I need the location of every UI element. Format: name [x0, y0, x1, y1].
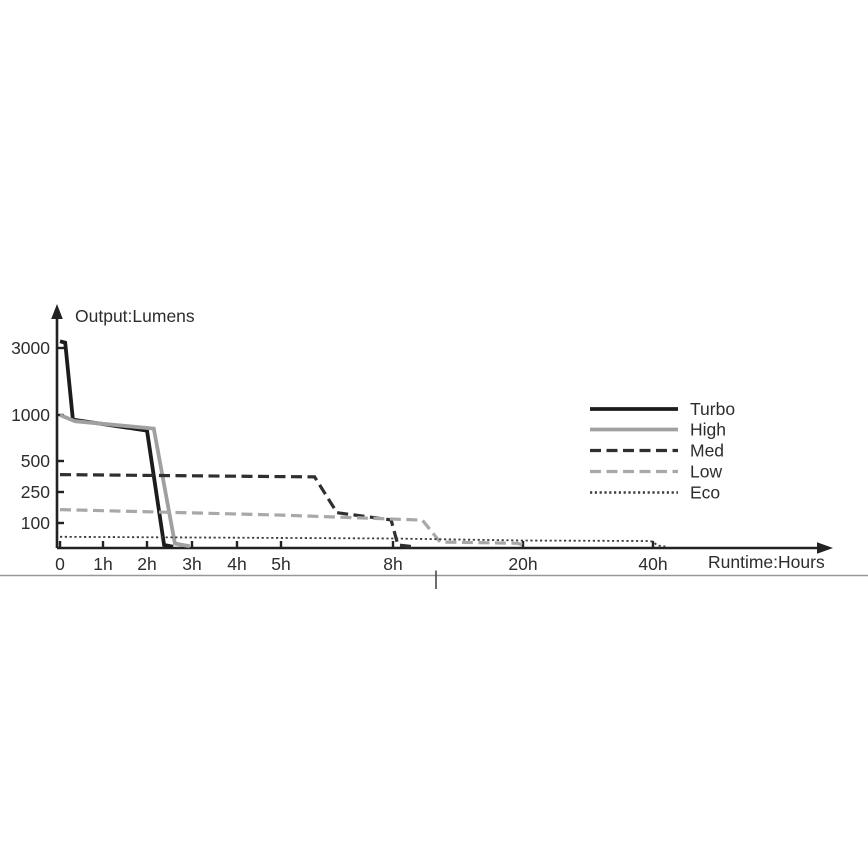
y-tick-label: 1000	[11, 405, 50, 425]
x-tick-label: 4h	[227, 554, 246, 574]
x-tick-label: 20h	[508, 554, 537, 574]
legend-label-turbo: Turbo	[690, 399, 735, 419]
legend-label-low: Low	[690, 462, 722, 482]
x-axis-arrow-icon	[817, 542, 833, 554]
legend-label-med: Med	[690, 441, 724, 461]
series-lines	[59, 339, 666, 549]
legend-label-eco: Eco	[690, 483, 720, 503]
x-axis-tick-labels: 0 1h 2h 3h 4h 5h 8h 20h 40h	[55, 554, 667, 574]
x-axis-ticks	[58, 541, 655, 548]
axes	[51, 304, 833, 554]
series-line-high	[59, 413, 191, 549]
legend-label-high: High	[690, 420, 726, 440]
y-axis-arrow-icon	[51, 304, 63, 319]
y-axis-tick-labels: 3000 1000 500 250 100	[11, 338, 50, 533]
y-tick-label: 250	[21, 482, 50, 502]
series-line-low	[59, 508, 527, 549]
x-tick-label: 8h	[383, 554, 402, 574]
x-axis-title: Runtime:Hours	[708, 552, 825, 572]
x-tick-label: 5h	[271, 554, 290, 574]
y-axis-title: Output:Lumens	[75, 306, 195, 326]
x-tick-label: 0	[55, 554, 65, 574]
y-tick-label: 3000	[11, 338, 50, 358]
y-tick-label: 100	[21, 513, 50, 533]
x-tick-label: 3h	[182, 554, 201, 574]
y-tick-label: 500	[21, 451, 50, 471]
x-tick-label: 40h	[638, 554, 667, 574]
x-tick-label: 1h	[93, 554, 112, 574]
decorations	[0, 570, 868, 589]
series-line-med	[59, 473, 412, 549]
series-line-eco	[59, 535, 666, 548]
x-tick-label: 2h	[137, 554, 156, 574]
